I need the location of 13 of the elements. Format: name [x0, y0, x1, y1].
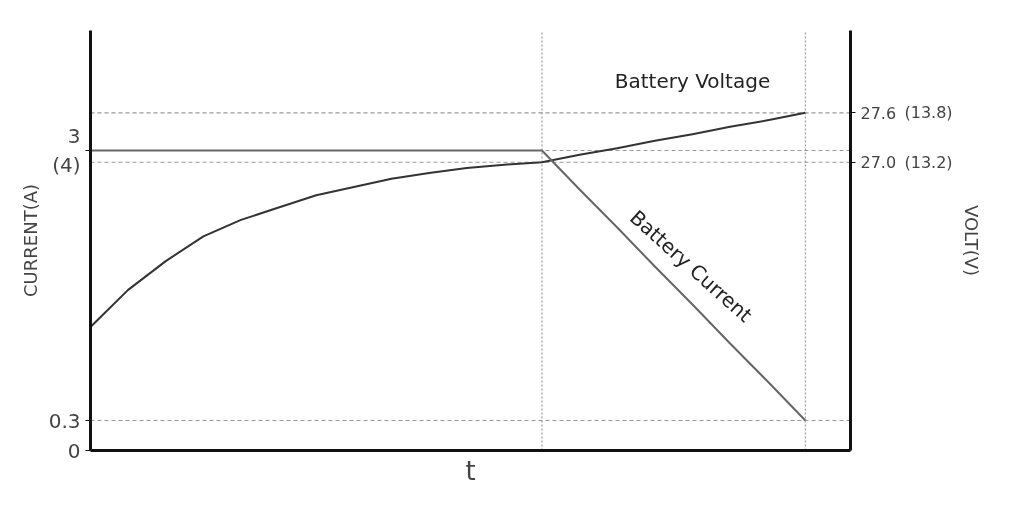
text: (13.8)	[904, 103, 953, 123]
line-series	[90, 149, 807, 422]
y-tick-label: 3 (4)	[52, 124, 81, 177]
y-tick-label: 0	[67, 438, 81, 463]
line-series	[90, 111, 807, 328]
y2-tick-label: 27.0	[860, 153, 897, 173]
y-axis-title: CURRENT(A)	[19, 184, 41, 297]
y2-tick-label: 27.6	[860, 103, 897, 123]
y2-axis-title: VOLT(V)	[960, 204, 982, 277]
text: (13.2)	[904, 152, 953, 172]
series-label: Battery Voltage	[614, 68, 771, 93]
y-tick-label: 0.3	[48, 408, 81, 433]
x-axis-title: t	[465, 455, 476, 486]
